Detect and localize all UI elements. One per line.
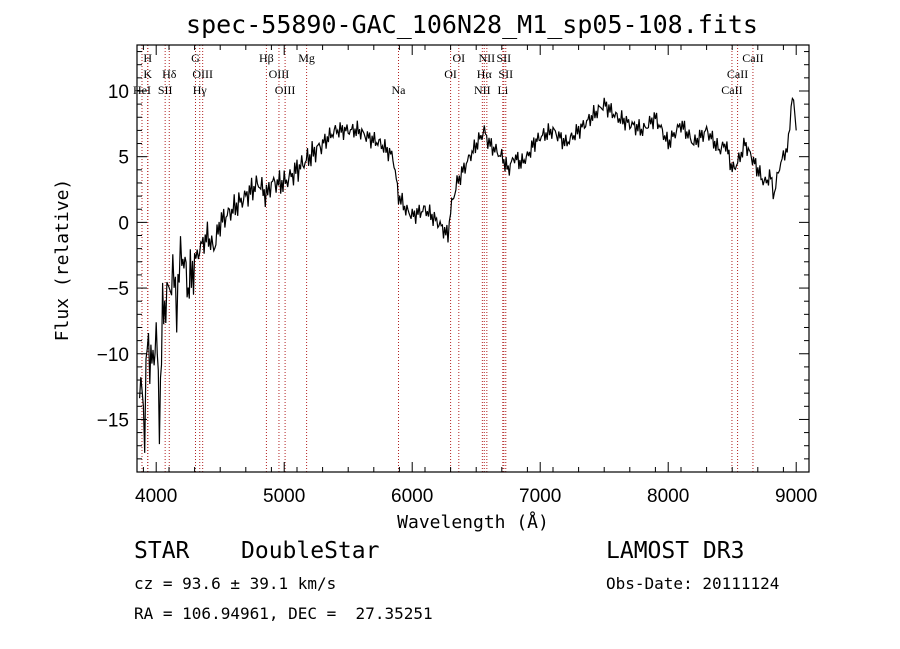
line-label-mg: Mg bbox=[298, 51, 315, 65]
chart-title: spec-55890-GAC_106N28_M1_sp05-108.fits bbox=[186, 10, 758, 39]
x-tick-label: 9000 bbox=[775, 486, 817, 507]
redshift-cz: cz = 93.6 ± 39.1 km/s bbox=[134, 574, 337, 593]
y-tick-label: −15 bbox=[97, 410, 129, 431]
line-label-oiii: OIII bbox=[192, 67, 213, 81]
spectrum-series-line bbox=[139, 96, 797, 453]
line-label-na: Na bbox=[392, 83, 407, 97]
line-label-sii: SII bbox=[158, 83, 173, 97]
x-tick-label: 5000 bbox=[263, 486, 305, 507]
line-label-oiii: OIII bbox=[275, 83, 296, 97]
x-axis-ticks: 4000 5000 6000 7000 8000 9000 bbox=[135, 45, 817, 507]
line-label-g: G bbox=[191, 51, 200, 65]
line-label-nii: NII bbox=[474, 83, 491, 97]
y-axis-label: Flux (relative) bbox=[52, 179, 73, 342]
x-axis-label: Wavelength (Å) bbox=[397, 511, 549, 533]
x-tick-label: 6000 bbox=[391, 486, 433, 507]
line-label-h: H bbox=[143, 51, 152, 65]
line-label-oiii: OIII bbox=[269, 67, 290, 81]
ra-dec-coordinates: RA = 106.94961, DEC = 27.35251 bbox=[134, 604, 433, 623]
y-axis-ticks: −15 −10 −5 0 5 10 bbox=[97, 51, 809, 460]
line-label-oi: OI bbox=[444, 67, 457, 81]
x-tick-label: 8000 bbox=[647, 486, 689, 507]
line-label-li: Li bbox=[497, 83, 508, 97]
line-label-caii: CaII bbox=[742, 51, 763, 65]
plot-frame bbox=[136, 44, 810, 473]
line-label-sii: SII bbox=[498, 67, 513, 81]
line-label-oi: OI bbox=[452, 51, 465, 65]
y-tick-label: 0 bbox=[118, 213, 129, 234]
y-tick-label: −5 bbox=[107, 279, 129, 300]
y-tick-label: −10 bbox=[97, 345, 129, 366]
line-label-k: K bbox=[143, 67, 152, 81]
y-tick-label: 5 bbox=[118, 148, 129, 169]
survey-name: LAMOST DR3 bbox=[606, 538, 745, 564]
object-class: STAR bbox=[134, 538, 190, 564]
spectral-line-markers bbox=[141, 45, 754, 472]
line-label-hα: Hα bbox=[477, 67, 493, 81]
line-label-hei: HeI bbox=[133, 83, 151, 97]
line-label-hδ: Hδ bbox=[162, 67, 177, 81]
observation-date: Obs-Date: 20111124 bbox=[606, 574, 780, 593]
y-tick-label: 10 bbox=[108, 82, 129, 103]
line-label-nii: NII bbox=[478, 51, 495, 65]
x-tick-label: 4000 bbox=[135, 486, 177, 507]
object-subclass: DoubleStar bbox=[241, 538, 380, 564]
line-label-hγ: Hγ bbox=[193, 83, 208, 97]
line-label-hβ: Hβ bbox=[259, 51, 274, 65]
line-label-caii: CaII bbox=[727, 67, 748, 81]
line-label-sii: SII bbox=[497, 51, 512, 65]
line-label-caii: CaII bbox=[721, 83, 742, 97]
spectral-line-labels: HK HeI Hδ SII G OIII Hγ Hβ OIII OIII Mg Na OI OI NII Hα… bbox=[133, 51, 764, 97]
x-tick-label: 7000 bbox=[519, 486, 561, 507]
